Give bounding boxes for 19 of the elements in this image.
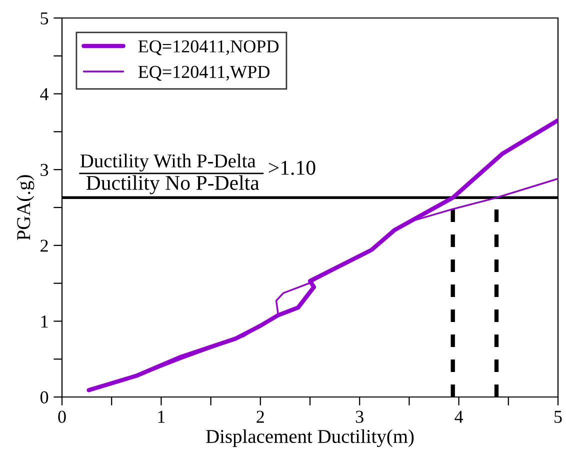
x-tick-label: 3 [356,410,364,423]
y-tick-label: 3 [40,164,48,176]
annotation: Ductility No P-Delta [86,175,260,194]
y-tick-label: 1 [41,316,48,328]
legend-label: EQ=120411,NOPD [138,40,279,56]
y-tick-label: 0 [40,391,48,404]
y-tick-label: 4 [40,88,49,100]
y-tick-label: 2 [40,240,48,252]
x-tick-label: 0 [58,410,66,423]
x-tick-label: 5 [554,410,562,423]
x-tick-label: 4 [454,410,464,423]
annotation: >1.10 [268,160,316,175]
x-tick-label: 2 [256,410,264,423]
annotation: Ductility With P-Delta [80,154,256,172]
x-tick-label: 1 [158,410,165,423]
legend-label: EQ=120411,WPD [138,66,270,81]
y-axis-title: PGA(.g) [16,175,34,240]
x-axis-title: Displacement Ductility(m) [206,429,414,448]
y-tick-label: 5 [40,12,48,24]
